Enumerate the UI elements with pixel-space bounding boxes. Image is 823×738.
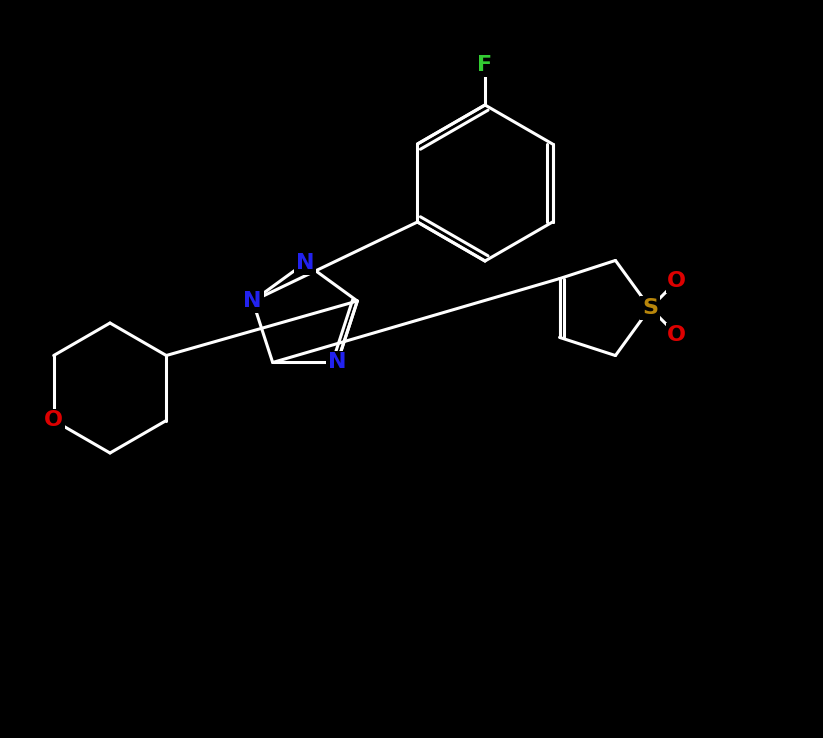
Text: O: O xyxy=(44,410,63,430)
Text: N: N xyxy=(244,291,262,311)
Text: N: N xyxy=(328,353,346,373)
Text: O: O xyxy=(667,325,686,345)
Text: S: S xyxy=(642,298,658,318)
Text: N: N xyxy=(295,253,314,273)
Text: O: O xyxy=(667,271,686,291)
Text: F: F xyxy=(477,55,492,75)
